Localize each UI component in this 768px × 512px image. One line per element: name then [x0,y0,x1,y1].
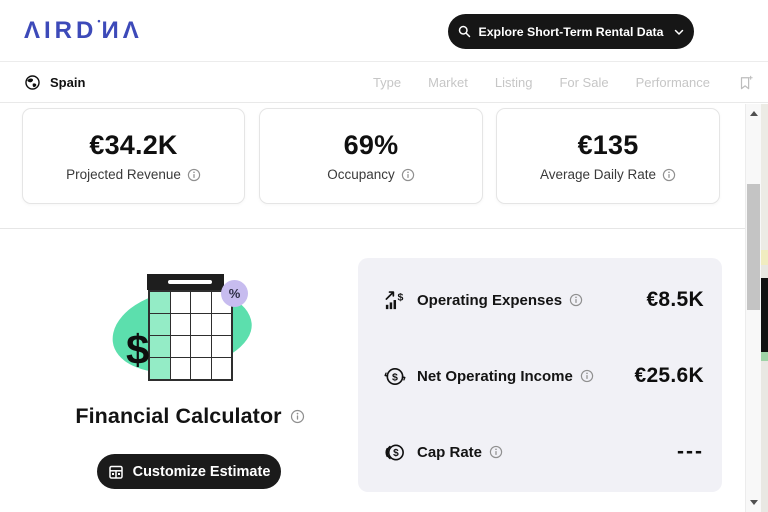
nav-tab-listing[interactable]: Listing [494,75,533,90]
nav-tab-for-sale[interactable]: For Sale [559,75,609,90]
financial-label: Cap Rate [417,443,483,461]
dollar-cycle-icon: $ [383,365,406,388]
metric-card-occupancy: 69% Occupancy [259,108,483,204]
financials-panel: $ Operating Expenses €8.5K $ Net Operati… [358,258,722,492]
scrollbar-thumb[interactable] [747,184,760,310]
calculator-title-row: Financial Calculator [28,404,352,429]
metric-card-projected-revenue: €34.2K Projected Revenue [22,108,245,204]
svg-text:$: $ [392,371,398,383]
top-header: ΛIRD•ИΛ Explore Short-Term Rental Data [0,0,768,62]
bookmark-icon[interactable] [737,74,755,92]
spreadsheet-graphic [148,290,233,381]
customize-estimate-button[interactable]: Customize Estimate [97,454,281,489]
location-selector[interactable]: Spain [24,62,85,103]
dollar-symbol: $ [126,326,150,373]
financial-label: Net Operating Income [417,367,573,385]
calculator-title: Financial Calculator [75,404,282,428]
info-icon[interactable] [662,168,676,182]
explore-data-label: Explore Short-Term Rental Data [478,24,664,39]
financial-value: --- [677,440,704,463]
financial-label-row: Cap Rate [417,444,503,461]
metric-label-row: Projected Revenue [66,167,201,182]
financial-value: €25.6K [634,364,704,387]
search-icon [457,24,472,39]
info-icon[interactable] [187,168,201,182]
spreadsheet-header-bar [147,274,224,290]
nav-tab-type[interactable]: Type [372,75,402,90]
info-icon[interactable] [290,409,305,424]
coin-stack-icon: $ [383,441,406,464]
vertical-scrollbar[interactable] [745,104,761,512]
nav-tab-performance[interactable]: Performance [635,75,710,90]
customize-estimate-label: Customize Estimate [132,463,271,480]
financial-row-cap-rate: $ Cap Rate --- [383,440,704,464]
nav-tab-market[interactable]: Market [428,75,468,90]
financial-value: €8.5K [646,288,704,311]
metric-label: Occupancy [327,167,395,182]
section-divider [0,228,745,229]
metric-card-average-daily-rate: €135 Average Daily Rate [496,108,720,204]
svg-text:$: $ [398,291,404,303]
scrollbar-up-button[interactable] [750,111,758,116]
info-icon[interactable] [401,168,415,182]
financial-label-row: Operating Expenses [417,292,583,309]
logo-text-left: ΛIRD [24,17,98,44]
globe-icon [24,74,41,91]
scrollbar-down-button[interactable] [750,500,758,505]
airdna-logo[interactable]: ΛIRD•ИΛ [24,16,143,45]
listing-nav: Type Market Listing For Sale Performance [373,62,755,103]
calculator-grid-icon [108,464,124,480]
metric-label-row: Occupancy [327,167,415,182]
location-bar: Spain Type Market Listing For Sale Perfo… [0,62,768,103]
explore-data-button[interactable]: Explore Short-Term Rental Data [448,14,694,49]
info-icon[interactable] [489,445,503,459]
logo-text-right: ИΛ [101,17,143,44]
metric-value: 69% [343,130,399,160]
percent-badge: % [221,280,248,307]
svg-text:$: $ [393,448,399,459]
location-label: Spain [50,75,86,90]
metric-value: €34.2K [89,130,178,160]
chevron-down-icon [673,26,685,38]
map-edge-strip [761,104,768,512]
financial-row-net-operating-income: $ Net Operating Income €25.6K [383,364,704,388]
info-icon[interactable] [580,369,594,383]
logo-dot: • [97,16,102,26]
metric-value: €135 [577,130,639,160]
financial-label: Operating Expenses [417,291,563,309]
metric-label: Projected Revenue [66,167,181,182]
financial-label-row: Net Operating Income [417,368,594,385]
metric-label-row: Average Daily Rate [540,167,676,182]
expenses-chart-icon: $ [383,289,406,312]
metric-label: Average Daily Rate [539,167,657,182]
info-icon[interactable] [569,293,583,307]
financial-row-operating-expenses: $ Operating Expenses €8.5K [383,288,704,312]
